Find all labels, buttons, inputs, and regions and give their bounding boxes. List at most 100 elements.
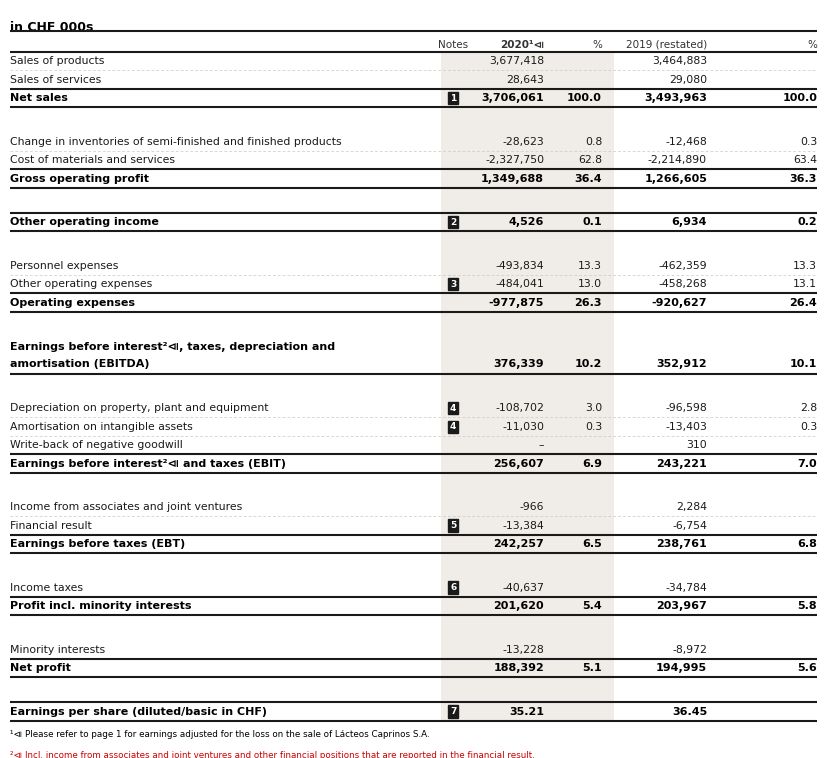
Text: 0.3: 0.3 <box>800 421 817 431</box>
Text: 3,464,883: 3,464,883 <box>652 56 707 66</box>
Text: Net profit: Net profit <box>10 663 71 673</box>
Text: 5.1: 5.1 <box>582 663 602 673</box>
Text: 242,257: 242,257 <box>494 539 544 549</box>
Text: 6: 6 <box>450 583 457 592</box>
Text: 5.8: 5.8 <box>797 601 817 611</box>
Text: %: % <box>592 39 602 49</box>
Text: -34,784: -34,784 <box>666 583 707 593</box>
Text: -8,972: -8,972 <box>672 644 707 655</box>
Text: -108,702: -108,702 <box>495 403 544 413</box>
Text: -40,637: -40,637 <box>502 583 544 593</box>
Text: –: – <box>538 440 544 450</box>
Text: -920,627: -920,627 <box>652 298 707 308</box>
Text: Change in inventories of semi-finished and finished products: Change in inventories of semi-finished a… <box>10 136 342 147</box>
Text: 310: 310 <box>686 440 707 450</box>
Text: -96,598: -96,598 <box>666 403 707 413</box>
Text: Write-back of negative goodwill: Write-back of negative goodwill <box>10 440 183 450</box>
Text: 2019 (restated): 2019 (restated) <box>626 39 707 49</box>
Text: Operating expenses: Operating expenses <box>10 298 135 308</box>
Text: 13.0: 13.0 <box>578 279 602 289</box>
Text: Depreciation on property, plant and equipment: Depreciation on property, plant and equi… <box>10 403 269 413</box>
Text: 10.1: 10.1 <box>790 359 817 368</box>
Text: Earnings per share (diluted/basic in CHF): Earnings per share (diluted/basic in CHF… <box>10 706 267 716</box>
Text: 13.3: 13.3 <box>578 261 602 271</box>
Text: Sales of services: Sales of services <box>10 75 101 85</box>
Text: Gross operating profit: Gross operating profit <box>10 174 149 183</box>
Text: 352,912: 352,912 <box>657 359 707 368</box>
Text: 376,339: 376,339 <box>494 359 544 368</box>
Text: Income from associates and joint ventures: Income from associates and joint venture… <box>10 502 242 512</box>
Text: 13.1: 13.1 <box>793 279 817 289</box>
Text: Earnings before interest²⧏, taxes, depreciation and: Earnings before interest²⧏, taxes, depre… <box>10 343 335 352</box>
Text: 26.3: 26.3 <box>575 298 602 308</box>
Text: 36.45: 36.45 <box>672 706 707 716</box>
Text: 3: 3 <box>450 280 457 289</box>
Text: 2: 2 <box>450 218 457 227</box>
Text: in CHF 000s: in CHF 000s <box>10 20 93 34</box>
Text: 194,995: 194,995 <box>656 663 707 673</box>
Text: ¹⧏ Please refer to page 1 for earnings adjusted for the loss on the sale of Láct: ¹⧏ Please refer to page 1 for earnings a… <box>10 730 429 739</box>
Text: %: % <box>807 39 817 49</box>
Text: 5: 5 <box>450 521 457 530</box>
Text: Sales of products: Sales of products <box>10 56 104 66</box>
Text: 6.8: 6.8 <box>797 539 817 549</box>
Text: 243,221: 243,221 <box>657 459 707 468</box>
Text: Net sales: Net sales <box>10 93 68 103</box>
Text: 28,643: 28,643 <box>506 75 544 85</box>
Text: 2020¹⧏: 2020¹⧏ <box>500 39 544 49</box>
Text: 4: 4 <box>450 404 457 412</box>
Text: 188,392: 188,392 <box>494 663 544 673</box>
Text: 3.0: 3.0 <box>585 403 602 413</box>
Text: 1,266,605: 1,266,605 <box>644 174 707 183</box>
Text: 1: 1 <box>450 94 457 102</box>
Text: Financial result: Financial result <box>10 521 92 531</box>
Text: 6,934: 6,934 <box>672 217 707 227</box>
Text: 201,620: 201,620 <box>494 601 544 611</box>
Text: 63.4: 63.4 <box>793 155 817 165</box>
Text: Notes: Notes <box>438 39 468 49</box>
Text: -462,359: -462,359 <box>658 261 707 271</box>
Text: 1,349,688: 1,349,688 <box>481 174 544 183</box>
Text: Earnings before taxes (EBT): Earnings before taxes (EBT) <box>10 539 185 549</box>
Text: 256,607: 256,607 <box>494 459 544 468</box>
Text: 26.4: 26.4 <box>789 298 817 308</box>
Text: 0.2: 0.2 <box>797 217 817 227</box>
Text: -493,834: -493,834 <box>495 261 544 271</box>
Text: 7.0: 7.0 <box>797 459 817 468</box>
Text: Minority interests: Minority interests <box>10 644 105 655</box>
Text: 7: 7 <box>450 707 457 716</box>
Text: -13,384: -13,384 <box>503 521 544 531</box>
Text: 4: 4 <box>450 422 457 431</box>
Text: -458,268: -458,268 <box>658 279 707 289</box>
Text: 0.8: 0.8 <box>585 136 602 147</box>
Text: 36.3: 36.3 <box>790 174 817 183</box>
Text: Personnel expenses: Personnel expenses <box>10 261 118 271</box>
Text: -977,875: -977,875 <box>489 298 544 308</box>
Text: 3,706,061: 3,706,061 <box>481 93 544 103</box>
Text: 3,677,418: 3,677,418 <box>489 56 544 66</box>
Text: 62.8: 62.8 <box>578 155 602 165</box>
Text: 35.21: 35.21 <box>509 706 544 716</box>
Text: 5.6: 5.6 <box>797 663 817 673</box>
Text: -13,403: -13,403 <box>665 421 707 431</box>
Text: -484,041: -484,041 <box>495 279 544 289</box>
Text: 6.5: 6.5 <box>582 539 602 549</box>
Text: Cost of materials and services: Cost of materials and services <box>10 155 175 165</box>
Text: 36.4: 36.4 <box>575 174 602 183</box>
Text: 3,493,963: 3,493,963 <box>644 93 707 103</box>
Text: -966: -966 <box>519 502 544 512</box>
Text: Other operating expenses: Other operating expenses <box>10 279 152 289</box>
Text: 6.9: 6.9 <box>582 459 602 468</box>
Text: 10.2: 10.2 <box>575 359 602 368</box>
Text: -6,754: -6,754 <box>672 521 707 531</box>
Text: -28,623: -28,623 <box>503 136 544 147</box>
Text: 100.0: 100.0 <box>782 93 817 103</box>
Text: 13.3: 13.3 <box>793 261 817 271</box>
Text: amortisation (EBITDA): amortisation (EBITDA) <box>10 359 150 368</box>
Text: 2,284: 2,284 <box>676 502 707 512</box>
Text: 0.3: 0.3 <box>800 136 817 147</box>
Text: Profit incl. minority interests: Profit incl. minority interests <box>10 601 191 611</box>
Text: -2,327,750: -2,327,750 <box>485 155 544 165</box>
Text: 100.0: 100.0 <box>567 93 602 103</box>
Text: Amortisation on intangible assets: Amortisation on intangible assets <box>10 421 193 431</box>
